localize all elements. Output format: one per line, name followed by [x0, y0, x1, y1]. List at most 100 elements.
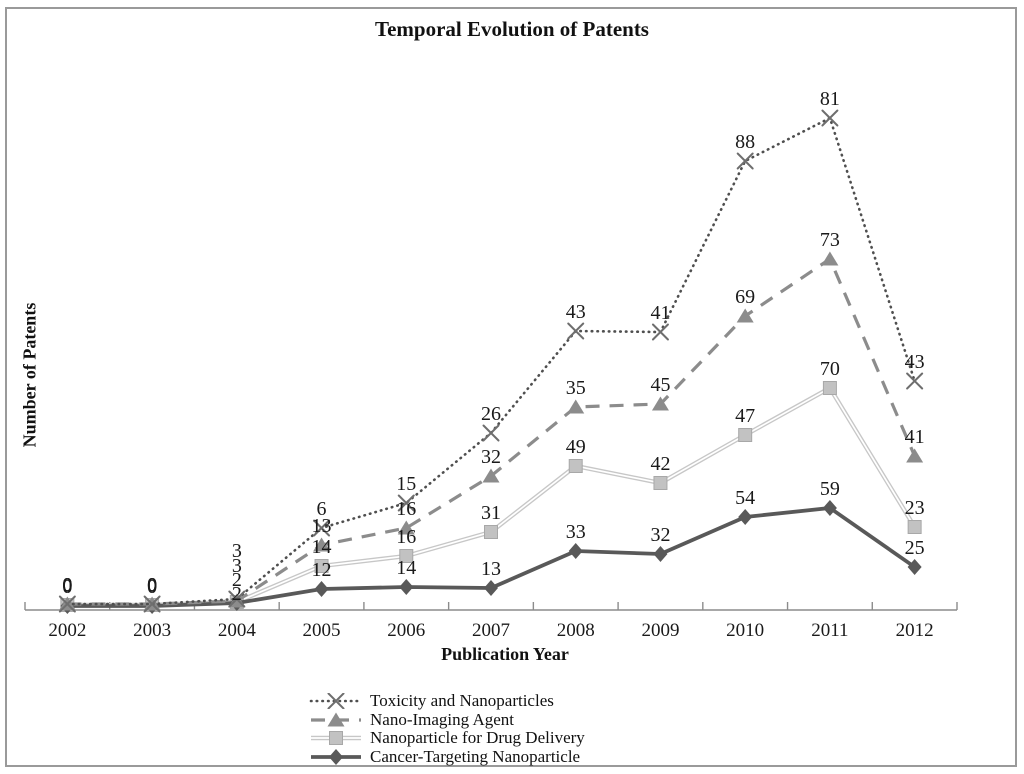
legend-label: Cancer-Targeting Nanoparticle — [370, 746, 581, 766]
series-x — [58, 109, 924, 613]
data-label: 43 — [905, 351, 925, 373]
data-label: 0 — [147, 574, 157, 596]
legend-marker-dark-diamond-icon — [311, 748, 361, 765]
x-marker-icon — [228, 590, 246, 608]
x-tick-label: 2009 — [641, 620, 679, 641]
data-label: 26 — [481, 403, 501, 425]
legend-label: Toxicity and Nanoparticles — [370, 691, 554, 711]
diamond-marker-icon — [568, 543, 583, 559]
triangle-marker-icon — [821, 251, 839, 266]
x-marker-icon — [651, 323, 669, 341]
data-label: 3 — [232, 540, 242, 562]
square-marker-icon — [738, 428, 753, 442]
x-marker-icon — [736, 152, 754, 170]
triangle-marker-icon — [397, 520, 415, 535]
data-label: 70 — [820, 358, 840, 380]
square-marker-icon — [484, 525, 498, 539]
x-marker-icon — [821, 109, 839, 127]
data-label: 41 — [905, 426, 925, 448]
chart-legend: Toxicity and Nanoparticles Nano-Imaging … — [308, 691, 585, 767]
square-marker-icon — [907, 520, 922, 534]
diamond-marker-icon — [907, 559, 922, 575]
square-marker-icon — [329, 731, 343, 746]
data-label: 88 — [735, 131, 755, 153]
legend-item-cancer-targeting: Cancer-Targeting Nanoparticle — [308, 746, 585, 767]
data-label: 33 — [566, 521, 586, 543]
data-label: 32 — [481, 446, 501, 468]
data-label: 81 — [820, 88, 840, 110]
data-label: 14 — [312, 536, 332, 558]
data-label: 42 — [650, 453, 670, 475]
data-label: 54 — [735, 487, 755, 509]
triangle-marker-icon — [736, 308, 754, 323]
x-tick-label: 2002 — [48, 620, 86, 641]
data-label: 13 — [481, 558, 501, 580]
x-tick-label: 2003 — [133, 620, 171, 641]
diamond-marker-icon — [329, 748, 343, 765]
square-marker-icon — [568, 459, 583, 473]
x-tick-label: 2007 — [472, 620, 510, 641]
triangle-marker-icon — [313, 537, 331, 552]
x-marker-icon — [567, 322, 585, 340]
data-label: 6 — [317, 498, 327, 520]
data-label: 12 — [312, 559, 332, 581]
x-tick-label: 2006 — [387, 620, 425, 641]
x-tick-label: 2005 — [303, 620, 341, 641]
x-tick-label: 2012 — [896, 620, 934, 641]
diamond-marker-icon — [399, 579, 414, 595]
x-tick-label: 2011 — [811, 620, 848, 641]
x-tick-label: 2008 — [557, 620, 595, 641]
data-label: 47 — [735, 405, 755, 427]
legend-label: Nanoparticle for Drug Delivery — [370, 728, 585, 748]
data-label: 15 — [396, 473, 416, 495]
data-label: 0 — [62, 574, 72, 596]
x-marker-icon — [58, 595, 76, 613]
triangle-marker-icon — [651, 396, 669, 411]
x-axis-title: Publication Year — [441, 644, 569, 664]
legend-marker-dashed-triangle-icon — [311, 712, 361, 727]
data-label: 13 — [312, 515, 332, 537]
legend-marker-light-square-icon — [311, 731, 361, 746]
diamond-marker-icon — [484, 580, 498, 596]
data-label: 2 — [232, 583, 242, 605]
legend-item-nano-imaging: Nano-Imaging Agent — [308, 709, 585, 730]
data-label: 23 — [905, 497, 925, 519]
x-axis-labels: 2002 2003 2004 2005 2006 2007 2008 2009 2010 2011… — [48, 620, 933, 641]
data-label: 0 — [147, 575, 157, 597]
x-axis — [24, 602, 958, 611]
x-marker-icon — [397, 494, 415, 512]
triangle-marker-icon — [482, 468, 500, 483]
legend-label: Nano-Imaging Agent — [370, 709, 514, 729]
square-marker-icon — [653, 476, 668, 490]
chart-title: Temporal Evolution of Patents — [375, 17, 649, 41]
triangle-marker-icon — [906, 448, 924, 463]
legend-item-toxicity: Toxicity and Nanoparticles — [308, 691, 585, 711]
data-label: 2 — [232, 569, 242, 591]
square-marker-icon — [314, 559, 329, 573]
diamond-marker-icon — [653, 546, 668, 562]
data-label: 16 — [396, 498, 416, 520]
x-marker-icon — [482, 424, 500, 442]
diamond-marker-icon — [314, 581, 329, 597]
data-label: 14 — [396, 557, 416, 579]
data-label: 16 — [396, 526, 416, 548]
data-label: 43 — [566, 301, 586, 323]
data-label: 0 — [62, 575, 72, 597]
triangle-marker-icon — [567, 399, 585, 414]
data-label: 25 — [905, 537, 925, 559]
diamond-marker-icon — [738, 509, 753, 525]
data-label: 32 — [650, 524, 670, 546]
x-marker-icon — [906, 372, 924, 390]
data-label: 35 — [566, 377, 586, 399]
series-triangle — [58, 251, 924, 611]
data-label: 69 — [735, 286, 755, 308]
diamond-marker-icon — [822, 500, 837, 516]
x-tick-label: 2004 — [218, 620, 257, 641]
data-label: 59 — [820, 478, 840, 500]
square-marker-icon — [822, 381, 837, 395]
data-label: 3 — [232, 555, 242, 577]
legend-marker-dotted-x-icon — [309, 693, 363, 710]
